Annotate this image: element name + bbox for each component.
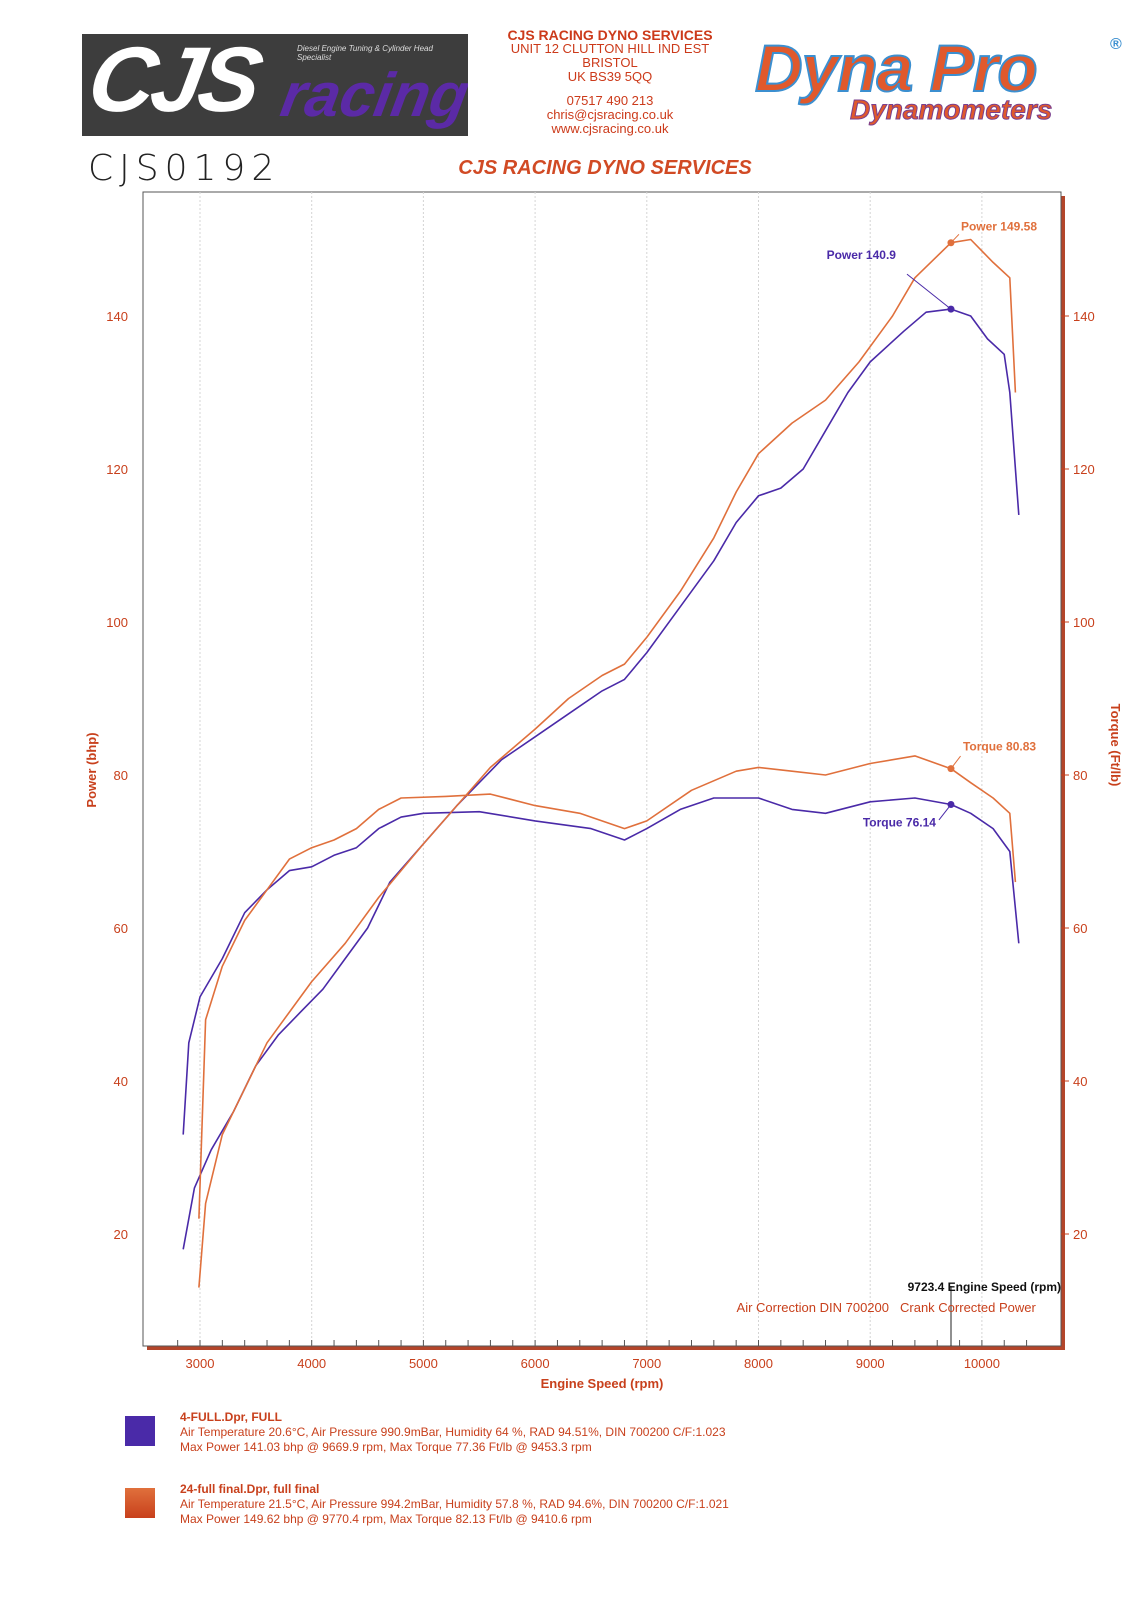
dynapro-logo-main: Dyna Pro <box>754 30 1039 106</box>
y-tick-label-right: 60 <box>1073 921 1087 936</box>
x-tick-label: 5000 <box>409 1356 438 1371</box>
plot-area <box>142 191 1062 1347</box>
x-tick-label: 4000 <box>297 1356 326 1371</box>
address-line-2: UNIT 12 CLUTTON HILL IND EST <box>510 41 710 56</box>
x-tick-label: 6000 <box>521 1356 550 1371</box>
annotation-label: Power 149.58 <box>961 220 1037 234</box>
annotation-label: Torque 80.83 <box>963 740 1036 754</box>
annotation-leader <box>950 755 961 769</box>
dynapro-logo: Dyna Pro ® Dynamometers <box>754 30 1125 130</box>
legend-run-1-conditions: Air Temperature 20.6°C, Air Pressure 990… <box>180 1425 726 1439</box>
cjs-racing-logo: Diesel Engine Tuning & Cylinder Head Spe… <box>82 34 468 136</box>
annotation-label: Torque 76.14 <box>863 816 936 830</box>
y-tick-label-right: 120 <box>1073 462 1095 477</box>
y-tick-label-right: 80 <box>1073 768 1087 783</box>
legend-swatch-run-1 <box>125 1416 155 1446</box>
registered-mark: ® <box>1110 36 1122 53</box>
chart-title: CJS RACING DYNO SERVICES <box>458 157 752 179</box>
address-line-1: CJS RACING DYNO SERVICES <box>507 27 713 43</box>
x-tick-label: 10000 <box>964 1356 1000 1371</box>
y-axis-label-left: Power (bhp) <box>84 732 99 807</box>
y-tick-label-left: 20 <box>114 1227 128 1242</box>
email-address: chris@cjsracing.co.uk <box>546 107 674 122</box>
phone-number: 07517 490 213 <box>566 93 654 108</box>
y-tick-label-left: 80 <box>114 768 128 783</box>
y-tick-label-right: 40 <box>1073 1074 1087 1089</box>
legend-run-1-name: 4-FULL.Dpr, FULL <box>180 1410 282 1424</box>
x-tick-label: 7000 <box>632 1356 661 1371</box>
legend-run-2-max: Max Power 149.62 bhp @ 9770.4 rpm, Max T… <box>180 1512 592 1526</box>
logo-tagline: Diesel Engine Tuning & Cylinder Head Spe… <box>297 44 433 62</box>
legend-run-2-name: 24-full final.Dpr, full final <box>180 1482 320 1496</box>
address-block: CJS RACING DYNO SERVICES UNIT 12 CLUTTON… <box>480 28 740 136</box>
x-tick-label: 8000 <box>744 1356 773 1371</box>
cursor-label: 9723.4 Engine Speed (rpm) <box>908 1280 1061 1294</box>
y-tick-label-right: 140 <box>1073 309 1095 324</box>
annotation-leader <box>950 233 960 244</box>
annotation-label: Power 140.9 <box>827 248 897 262</box>
annotation-leader <box>906 273 952 310</box>
address-line-3: BRISTOL <box>582 55 638 70</box>
address-line-4: UK BS39 5QQ <box>567 69 653 84</box>
series-line-run1-torque <box>182 308 1020 1250</box>
y-tick-label-left: 60 <box>114 921 128 936</box>
annotation-leader <box>938 804 952 821</box>
y-tick-label-left: 140 <box>106 309 128 324</box>
legend-run-2-conditions: Air Temperature 21.5°C, Air Pressure 994… <box>180 1497 729 1511</box>
legend-swatch-run-2 <box>125 1488 155 1518</box>
x-tick-label: 3000 <box>186 1356 215 1371</box>
series-line-run2-torque <box>198 238 1017 1288</box>
handwritten-reference: CJS0192 <box>88 148 281 189</box>
y-tick-label-right: 100 <box>1073 615 1095 630</box>
y-tick-label-left: 120 <box>106 462 128 477</box>
x-tick-label: 9000 <box>856 1356 885 1371</box>
footer-left-label: Air Correction DIN 700200 <box>737 1300 889 1315</box>
y-tick-label-left: 40 <box>114 1074 128 1089</box>
website-url: www.cjsracing.co.uk <box>551 121 669 136</box>
y-axis-label-right: Torque (Ft/lb) <box>1108 704 1123 787</box>
legend-run-1-max: Max Power 141.03 bhp @ 9669.9 rpm, Max T… <box>180 1440 592 1454</box>
dynapro-logo-sub: Dynamometers <box>849 94 1053 126</box>
x-axis-label: Engine Speed (rpm) <box>541 1376 664 1391</box>
y-tick-label-left: 100 <box>106 615 128 630</box>
series-line-run2-power <box>198 755 1017 1219</box>
footer-right-label: Crank Corrected Power <box>900 1300 1036 1315</box>
y-tick-label-right: 20 <box>1073 1227 1087 1242</box>
